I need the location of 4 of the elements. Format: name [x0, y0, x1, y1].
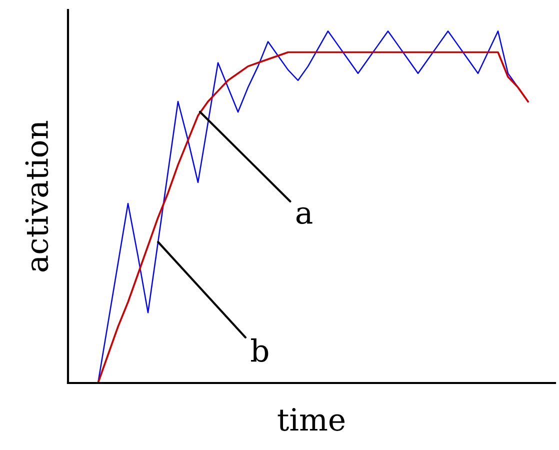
annotation: a [296, 207, 312, 224]
annotation: b [251, 338, 268, 362]
y-axis-title: activation [25, 120, 48, 272]
x-axis-title: time [278, 408, 345, 431]
